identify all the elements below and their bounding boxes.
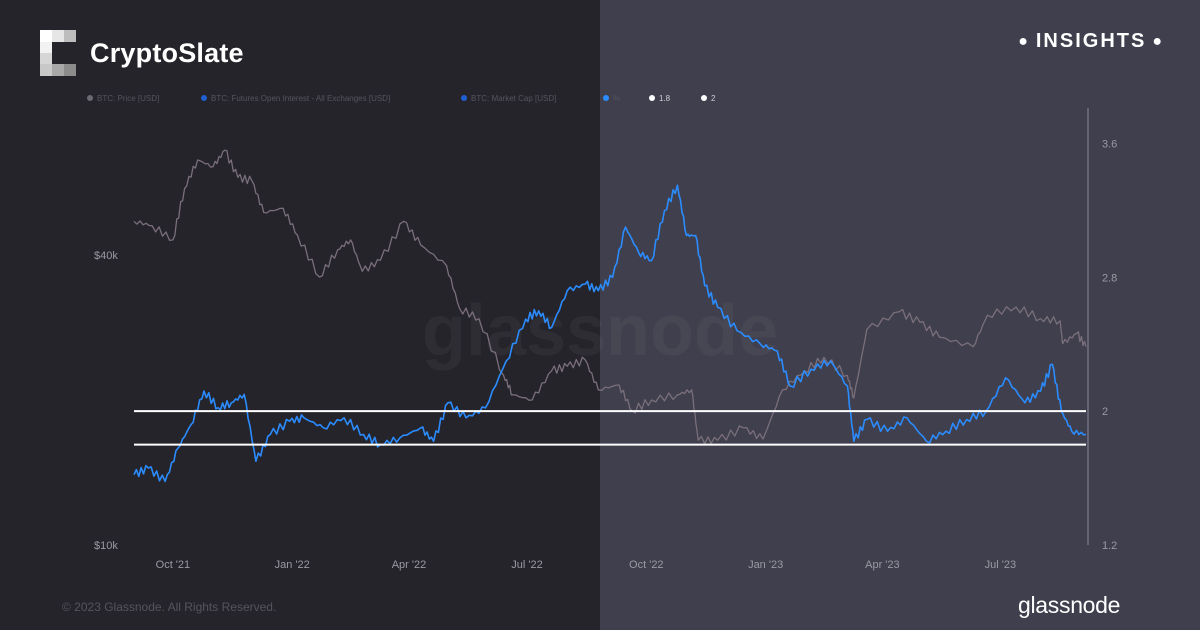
x-axis-ticks: Oct '21 Jan '22 Apr '22 Jul '22 Oct '22 Jan '…	[156, 559, 1016, 571]
y-right-tick-label: 1.2	[1102, 540, 1117, 552]
legend-marker	[649, 95, 655, 101]
right-panel-background	[600, 0, 1200, 630]
x-tick-label: Oct '22	[629, 559, 664, 571]
legend-label: 2	[711, 94, 716, 103]
y-right-tick-label: 3.6	[1102, 138, 1117, 150]
legend-marker	[603, 95, 609, 101]
legend-marker	[201, 95, 207, 101]
right-axis-ticks: 3.6 2.8 2 1.2	[1102, 138, 1117, 552]
legend-marker	[461, 95, 467, 101]
x-tick-label: Jan '22	[275, 559, 310, 571]
left-panel-background	[0, 0, 600, 630]
y-right-tick-label: 2.8	[1102, 272, 1117, 284]
bullet-dot-icon: ●	[1152, 32, 1164, 50]
x-tick-label: Jul '23	[985, 559, 1016, 571]
price-series-line	[133, 149, 1087, 445]
legend-item: BTC: Futures Open Interest - All Exchang…	[201, 94, 390, 103]
glassnode-brand: glassnode	[1018, 592, 1121, 618]
insights-label: ● INSIGHTS ●	[1012, 30, 1170, 53]
legend-item: BTC: Market Cap [USD]	[461, 94, 556, 103]
series-layer	[133, 149, 1087, 483]
legend-label: 1.8	[659, 94, 671, 103]
left-axis-ticks: $40k $10k	[94, 250, 118, 552]
x-tick-label: Jul '22	[511, 559, 542, 571]
y-right-tick-label: 2	[1102, 406, 1108, 418]
ratio-series-line	[133, 184, 1087, 483]
legend-item: 1.8	[649, 94, 671, 103]
x-tick-label: Jan '23	[748, 559, 783, 571]
legend-label: %	[613, 94, 620, 103]
y-left-tick-label: $40k	[94, 250, 118, 262]
threshold-layer	[134, 410, 1086, 446]
legend-marker	[701, 95, 707, 101]
legend-marker	[87, 95, 93, 101]
legend-label: BTC: Market Cap [USD]	[471, 94, 556, 103]
legend-label: BTC: Price [USD]	[97, 94, 159, 103]
x-tick-label: Oct '21	[156, 559, 191, 571]
copyright-text: © 2023 Glassnode. All Rights Reserved.	[62, 600, 277, 614]
legend-item: 2	[701, 94, 716, 103]
bullet-dot-icon: ●	[1018, 32, 1030, 50]
brand: CryptoSlate	[40, 30, 244, 76]
cryptoslate-logo-icon	[40, 30, 76, 76]
chart-watermark: glassnode	[422, 291, 778, 371]
chart-legend: BTC: Price [USD] BTC: Futures Open Intere…	[87, 94, 716, 103]
legend-label: BTC: Futures Open Interest - All Exchang…	[211, 94, 390, 103]
legend-item: BTC: Price [USD]	[87, 94, 159, 103]
legend-item: %	[603, 94, 620, 103]
x-tick-label: Apr '23	[865, 559, 900, 571]
brand-name: CryptoSlate	[90, 37, 244, 68]
insights-text: INSIGHTS	[1035, 30, 1147, 52]
x-tick-label: Apr '22	[392, 559, 427, 571]
y-left-tick-label: $10k	[94, 540, 118, 552]
